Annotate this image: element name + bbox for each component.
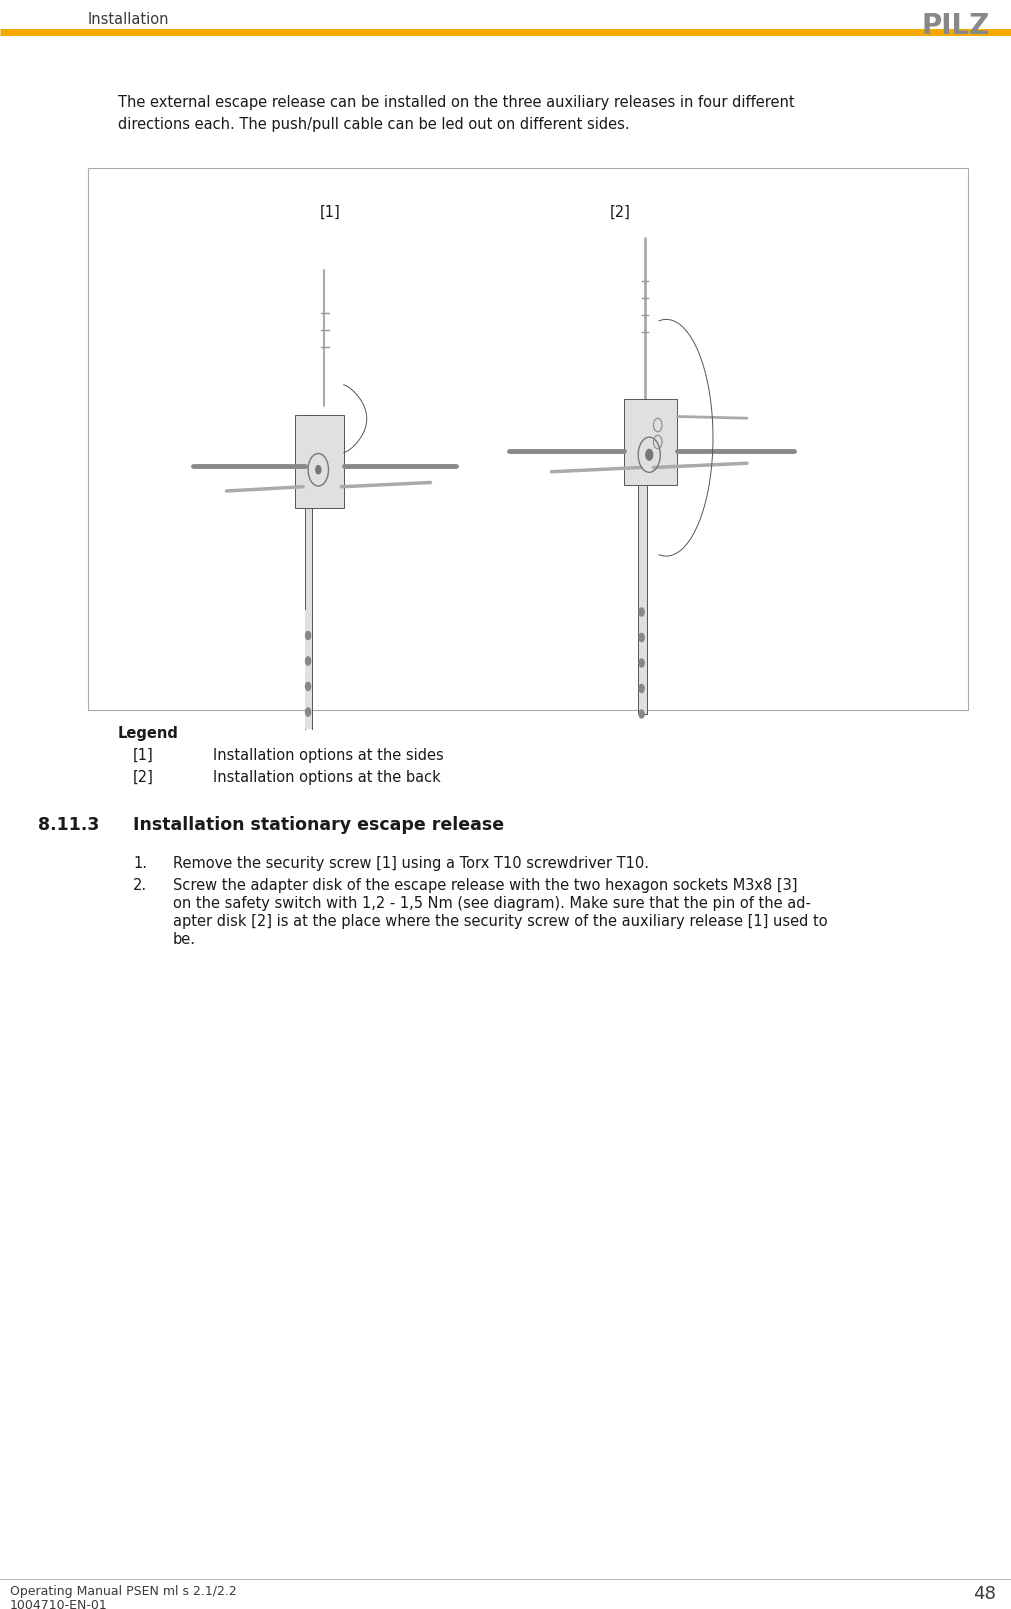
Text: 2.: 2. bbox=[133, 879, 148, 893]
Text: 1004710-EN-01: 1004710-EN-01 bbox=[10, 1599, 108, 1609]
Text: Installation options at the sides: Installation options at the sides bbox=[213, 748, 444, 763]
Bar bbox=[294, 415, 344, 508]
Text: Legend: Legend bbox=[118, 726, 179, 742]
Circle shape bbox=[646, 449, 653, 460]
Text: [1]: [1] bbox=[319, 204, 341, 220]
Bar bbox=[624, 399, 677, 484]
Text: 1.: 1. bbox=[133, 856, 147, 870]
Bar bbox=[304, 610, 311, 729]
Text: Installation options at the back: Installation options at the back bbox=[213, 771, 441, 785]
Text: [1]: [1] bbox=[133, 748, 154, 763]
Text: directions each. The push/pull cable can be led out on different sides.: directions each. The push/pull cable can… bbox=[118, 117, 630, 132]
Circle shape bbox=[639, 684, 644, 692]
Text: [2]: [2] bbox=[133, 771, 154, 785]
Text: Screw the adapter disk of the escape release with the two hexagon sockets M3x8 [: Screw the adapter disk of the escape rel… bbox=[173, 879, 798, 893]
Bar bbox=[88, 167, 968, 710]
Bar bbox=[304, 415, 311, 610]
Circle shape bbox=[305, 631, 310, 639]
Circle shape bbox=[305, 682, 310, 690]
Text: 8.11.3: 8.11.3 bbox=[38, 816, 99, 833]
Circle shape bbox=[639, 634, 644, 642]
Text: Remove the security screw [1] using a Torx T10 screwdriver T10.: Remove the security screw [1] using a To… bbox=[173, 856, 649, 870]
Circle shape bbox=[315, 465, 320, 473]
Circle shape bbox=[639, 710, 644, 718]
Text: The external escape release can be installed on the three auxiliary releases in : The external escape release can be insta… bbox=[118, 95, 795, 109]
Circle shape bbox=[639, 608, 644, 616]
Text: apter disk [2] is at the place where the security screw of the auxiliary release: apter disk [2] is at the place where the… bbox=[173, 914, 828, 928]
Text: Installation: Installation bbox=[88, 11, 170, 27]
Text: 48: 48 bbox=[974, 1585, 996, 1603]
Bar bbox=[638, 399, 647, 714]
Circle shape bbox=[305, 708, 310, 716]
Text: PILZ: PILZ bbox=[922, 11, 990, 40]
Text: Installation stationary escape release: Installation stationary escape release bbox=[133, 816, 504, 833]
Text: on the safety switch with 1,2 - 1,5 Nm (see diagram). Make sure that the pin of : on the safety switch with 1,2 - 1,5 Nm (… bbox=[173, 896, 811, 911]
Text: Operating Manual PSEN ml s 2.1/2.2: Operating Manual PSEN ml s 2.1/2.2 bbox=[10, 1585, 237, 1598]
Circle shape bbox=[639, 660, 644, 668]
Text: be.: be. bbox=[173, 932, 196, 948]
Text: [2]: [2] bbox=[610, 204, 631, 220]
Circle shape bbox=[305, 656, 310, 665]
